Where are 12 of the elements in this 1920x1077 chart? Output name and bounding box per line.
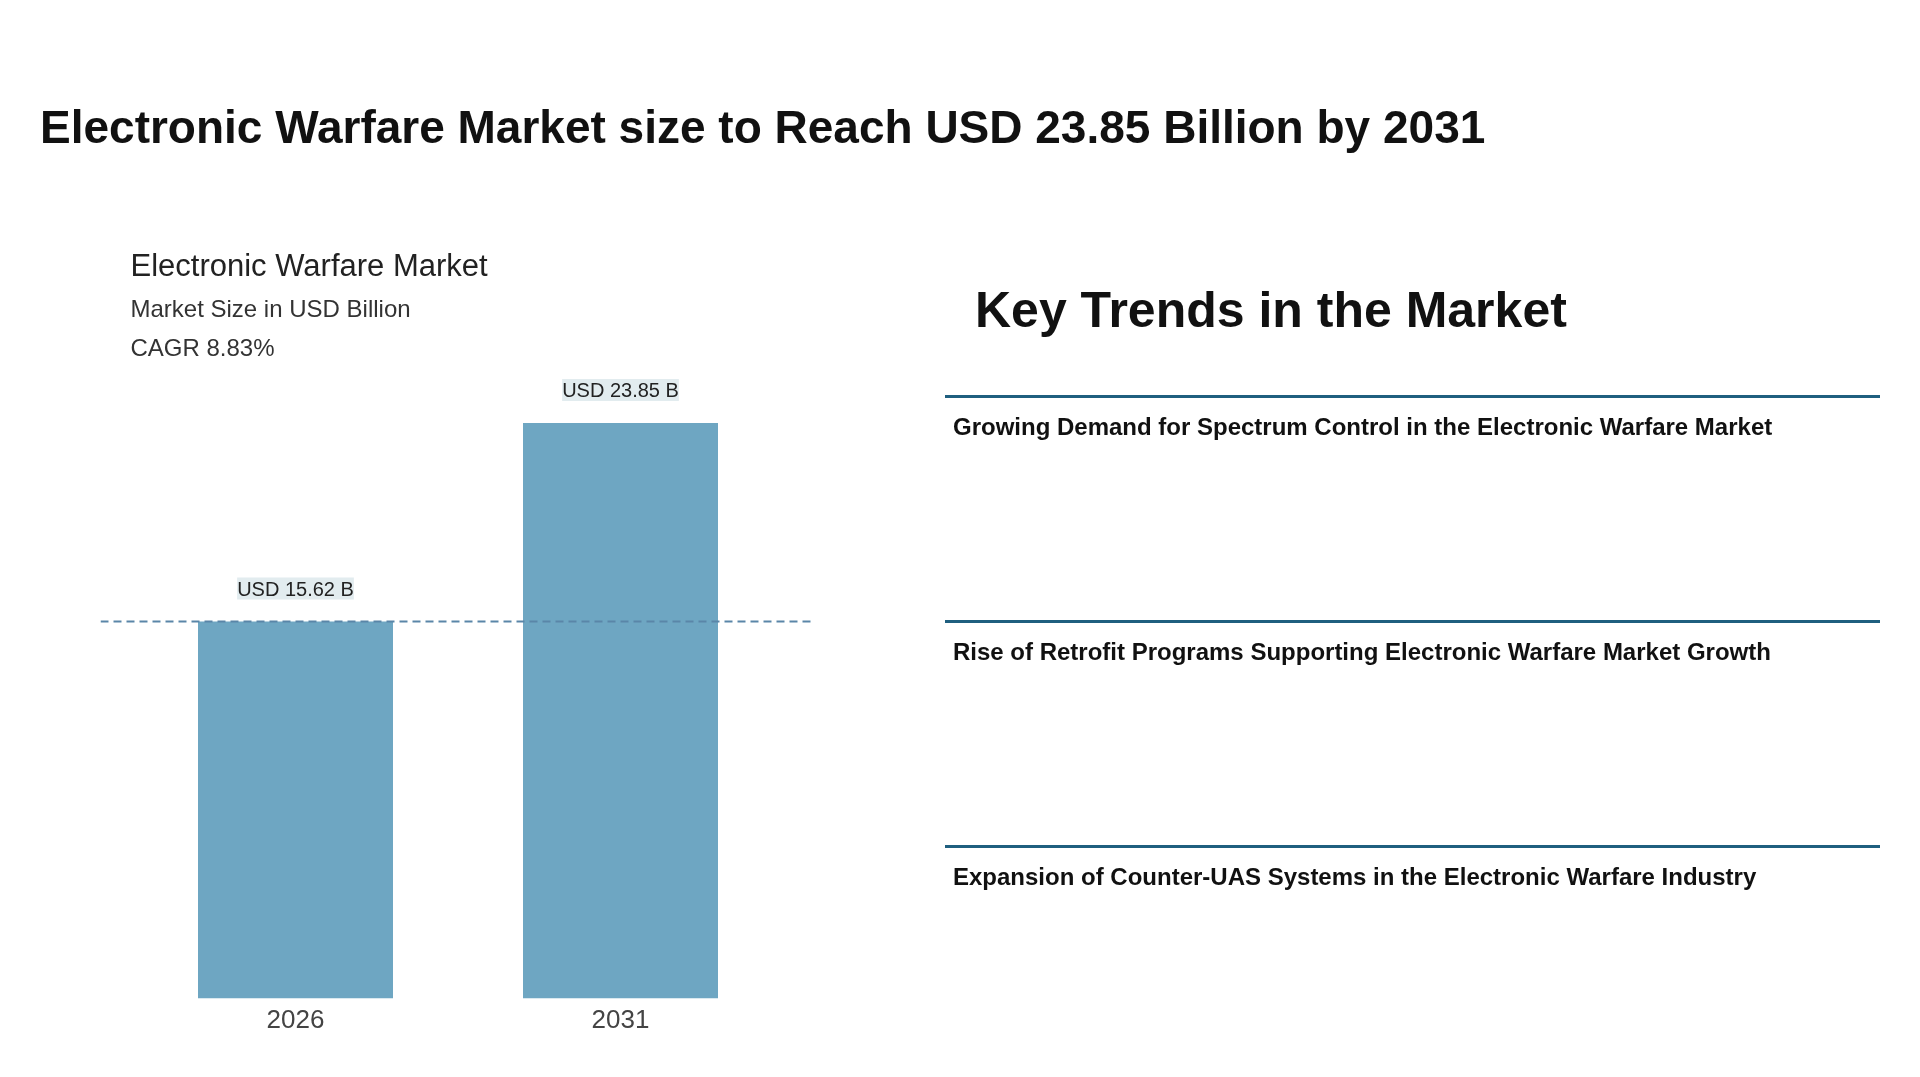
x-tick-label: 2026 bbox=[266, 1003, 325, 1034]
text: Expansion of Counter-UAS Systems in the Electronic Warfare Industry bbox=[953, 862, 1757, 892]
text: Growing Demand for Spectrum Control in the Electronic Warfare Market bbox=[953, 412, 1773, 442]
text: CAGR 8.83% bbox=[130, 333, 275, 361]
chart-title: Electronic Warfare Market bbox=[130, 247, 489, 283]
data-label: USD 23.85 B bbox=[562, 379, 679, 402]
text: Rise of Retrofit Programs Supporting Electronic Warfare Market Growth bbox=[953, 637, 1771, 667]
data-label: USD 15.62 B bbox=[237, 577, 354, 600]
x-tick-label: 2031 bbox=[591, 1003, 650, 1034]
text: Electronic Warfare Market size to Reach USD 23.85 Billion by 2031 bbox=[40, 100, 1486, 155]
chart-subtitle: Market Size in USD Billion bbox=[130, 294, 411, 322]
text: Key Trends in the Market bbox=[975, 281, 1567, 340]
